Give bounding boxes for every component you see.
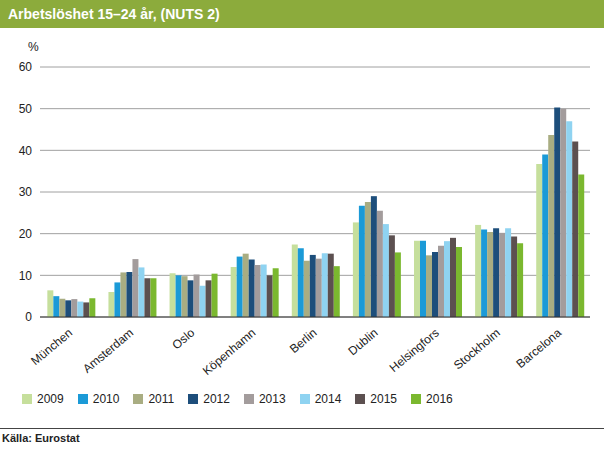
html-text:2015: 2015 (370, 392, 397, 406)
html-text:2014: 2014 (314, 392, 342, 406)
svg-text:Amsterdam: Amsterdam (80, 326, 136, 375)
html-text:Källa: Eurostat: Källa: Eurostat (2, 432, 80, 444)
svg-text:Dublin: Dublin (346, 326, 381, 359)
svg-text:60: 60 (19, 60, 33, 74)
html-text:Arbetslöshet 15–24 år, (NUTS 2: Arbetslöshet 15–24 år, (NUTS 2) (8, 6, 220, 22)
html-text:2011: 2011 (148, 392, 175, 406)
svg-text:20: 20 (19, 227, 33, 241)
html-text:2016: 2016 (426, 392, 453, 406)
svg-text:30: 30 (19, 185, 33, 199)
html-text:2009: 2009 (37, 392, 64, 406)
html-text:2013: 2013 (258, 392, 286, 406)
svg-text:40: 40 (19, 144, 33, 158)
svg-text:Berlin: Berlin (287, 326, 320, 356)
svg-text:Stockholm: Stockholm (451, 326, 503, 373)
svg-text:0: 0 (25, 310, 32, 324)
html-text:2012: 2012 (203, 392, 230, 406)
svg-text:50: 50 (19, 102, 33, 116)
html-text:2010: 2010 (92, 392, 120, 406)
svg-text:Köpenhamn: Köpenhamn (200, 326, 259, 375)
svg-text:Barcelona: Barcelona (514, 325, 565, 371)
svg-text:Oslo: Oslo (169, 325, 197, 352)
svg-text:10: 10 (19, 269, 33, 283)
svg-text:Helsingfors: Helsingfors (387, 326, 442, 375)
svg-text:München: München (28, 326, 75, 368)
